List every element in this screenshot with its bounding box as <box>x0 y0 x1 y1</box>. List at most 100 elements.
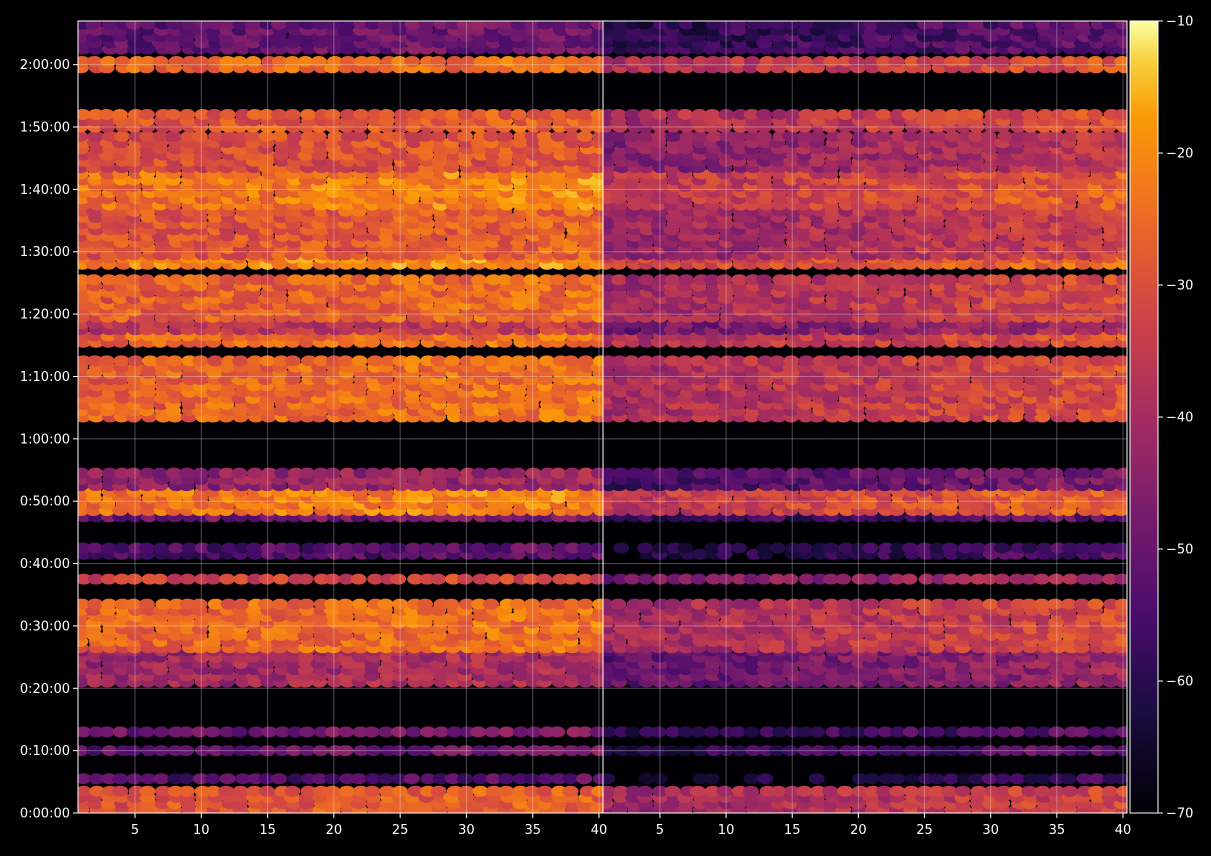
heat-cell <box>823 543 839 554</box>
heat-cell <box>259 786 275 797</box>
heat-cell <box>233 786 249 797</box>
heat-cell <box>404 56 420 67</box>
heat-cell <box>798 468 814 479</box>
heat-cell <box>638 574 654 585</box>
heat-cell <box>497 131 513 142</box>
heat-cell <box>311 131 327 142</box>
heat-cell <box>273 574 289 585</box>
heat-cell <box>524 599 540 610</box>
heat-cell <box>324 786 340 797</box>
heat-cell <box>390 574 406 585</box>
heat-cell <box>351 773 367 784</box>
heat-cell <box>404 773 420 784</box>
heat-cell <box>417 599 433 610</box>
band-12 <box>72 355 609 422</box>
heat-cell <box>126 574 142 585</box>
heat-cell <box>549 726 565 737</box>
heat-cell <box>862 468 878 479</box>
heat-cell <box>165 109 181 120</box>
heat-cell <box>576 773 592 784</box>
heat-cell <box>525 468 541 479</box>
heat-cell <box>444 355 460 366</box>
heat-cell <box>339 786 355 797</box>
heat-cell <box>234 574 250 585</box>
band-20 <box>72 109 608 133</box>
heatmap-panels <box>72 19 1133 816</box>
heat-cell <box>113 355 129 366</box>
heat-cell <box>523 274 539 285</box>
heat-cell <box>903 599 919 610</box>
heat-cell <box>220 773 236 784</box>
heat-cell <box>743 726 759 737</box>
heat-cell <box>994 543 1010 554</box>
band-12 <box>598 355 1133 422</box>
heat-cell <box>499 726 515 737</box>
heat-cell <box>407 109 423 120</box>
heat-cell <box>247 468 263 479</box>
heat-cell <box>231 468 247 479</box>
heat-cell <box>378 773 394 784</box>
heat-cell <box>181 19 197 30</box>
heat-cell <box>340 468 356 479</box>
heat-cell <box>207 19 223 30</box>
heat-cell <box>929 468 945 479</box>
heat-cell <box>112 726 128 737</box>
heat-cell <box>995 773 1011 784</box>
heat-cell <box>207 543 223 554</box>
heat-cell <box>981 726 997 737</box>
heat-cell <box>205 773 221 784</box>
heat-cell <box>1075 468 1091 479</box>
heat-cell <box>665 786 681 797</box>
heat-cell <box>377 19 393 30</box>
heat-cell <box>272 599 288 610</box>
heat-cell <box>300 109 316 120</box>
heat-cell <box>994 574 1010 585</box>
heat-cell <box>232 355 248 366</box>
heat-cell <box>537 786 553 797</box>
heat-cell <box>125 19 141 30</box>
heat-cell <box>340 56 356 67</box>
heat-cell <box>299 726 315 737</box>
panel-2 <box>597 19 1133 816</box>
heat-cell <box>192 468 208 479</box>
heat-cell <box>577 599 593 610</box>
heat-cell <box>537 19 553 30</box>
heat-cell <box>102 19 118 30</box>
heat-cell <box>166 19 182 30</box>
heat-cell <box>430 574 446 585</box>
heat-cell <box>970 543 986 554</box>
heat-cell <box>809 726 825 737</box>
heat-cell <box>664 468 680 479</box>
heat-cell <box>650 726 666 737</box>
heat-cell <box>285 109 301 120</box>
heat-cell <box>153 543 169 554</box>
heat-cell <box>352 355 368 366</box>
heat-cell <box>483 599 499 610</box>
heat-cell <box>550 468 566 479</box>
heat-cell <box>523 355 539 366</box>
heat-cell <box>782 574 798 585</box>
heat-cell <box>139 599 155 610</box>
heat-cell <box>484 468 500 479</box>
heat-cell <box>876 468 892 479</box>
heat-cell <box>192 131 208 142</box>
heat-cell <box>1048 468 1064 479</box>
heat-cell <box>298 574 314 585</box>
heat-cell <box>757 773 773 784</box>
heat-cell <box>550 131 566 142</box>
heat-cell <box>639 468 655 479</box>
heat-cell <box>352 599 368 610</box>
heat-cell <box>72 131 88 142</box>
heat-cell <box>1088 786 1104 797</box>
heat-cell <box>1074 599 1090 610</box>
heat-cell <box>259 574 275 585</box>
heat-cell <box>551 19 567 30</box>
heat-cell <box>717 468 733 479</box>
heat-cell <box>430 56 446 67</box>
heat-cell <box>339 19 355 30</box>
heat-cell <box>353 109 369 120</box>
heat-cell <box>112 786 128 797</box>
heat-cell <box>1102 786 1118 797</box>
heat-cell <box>1035 786 1051 797</box>
